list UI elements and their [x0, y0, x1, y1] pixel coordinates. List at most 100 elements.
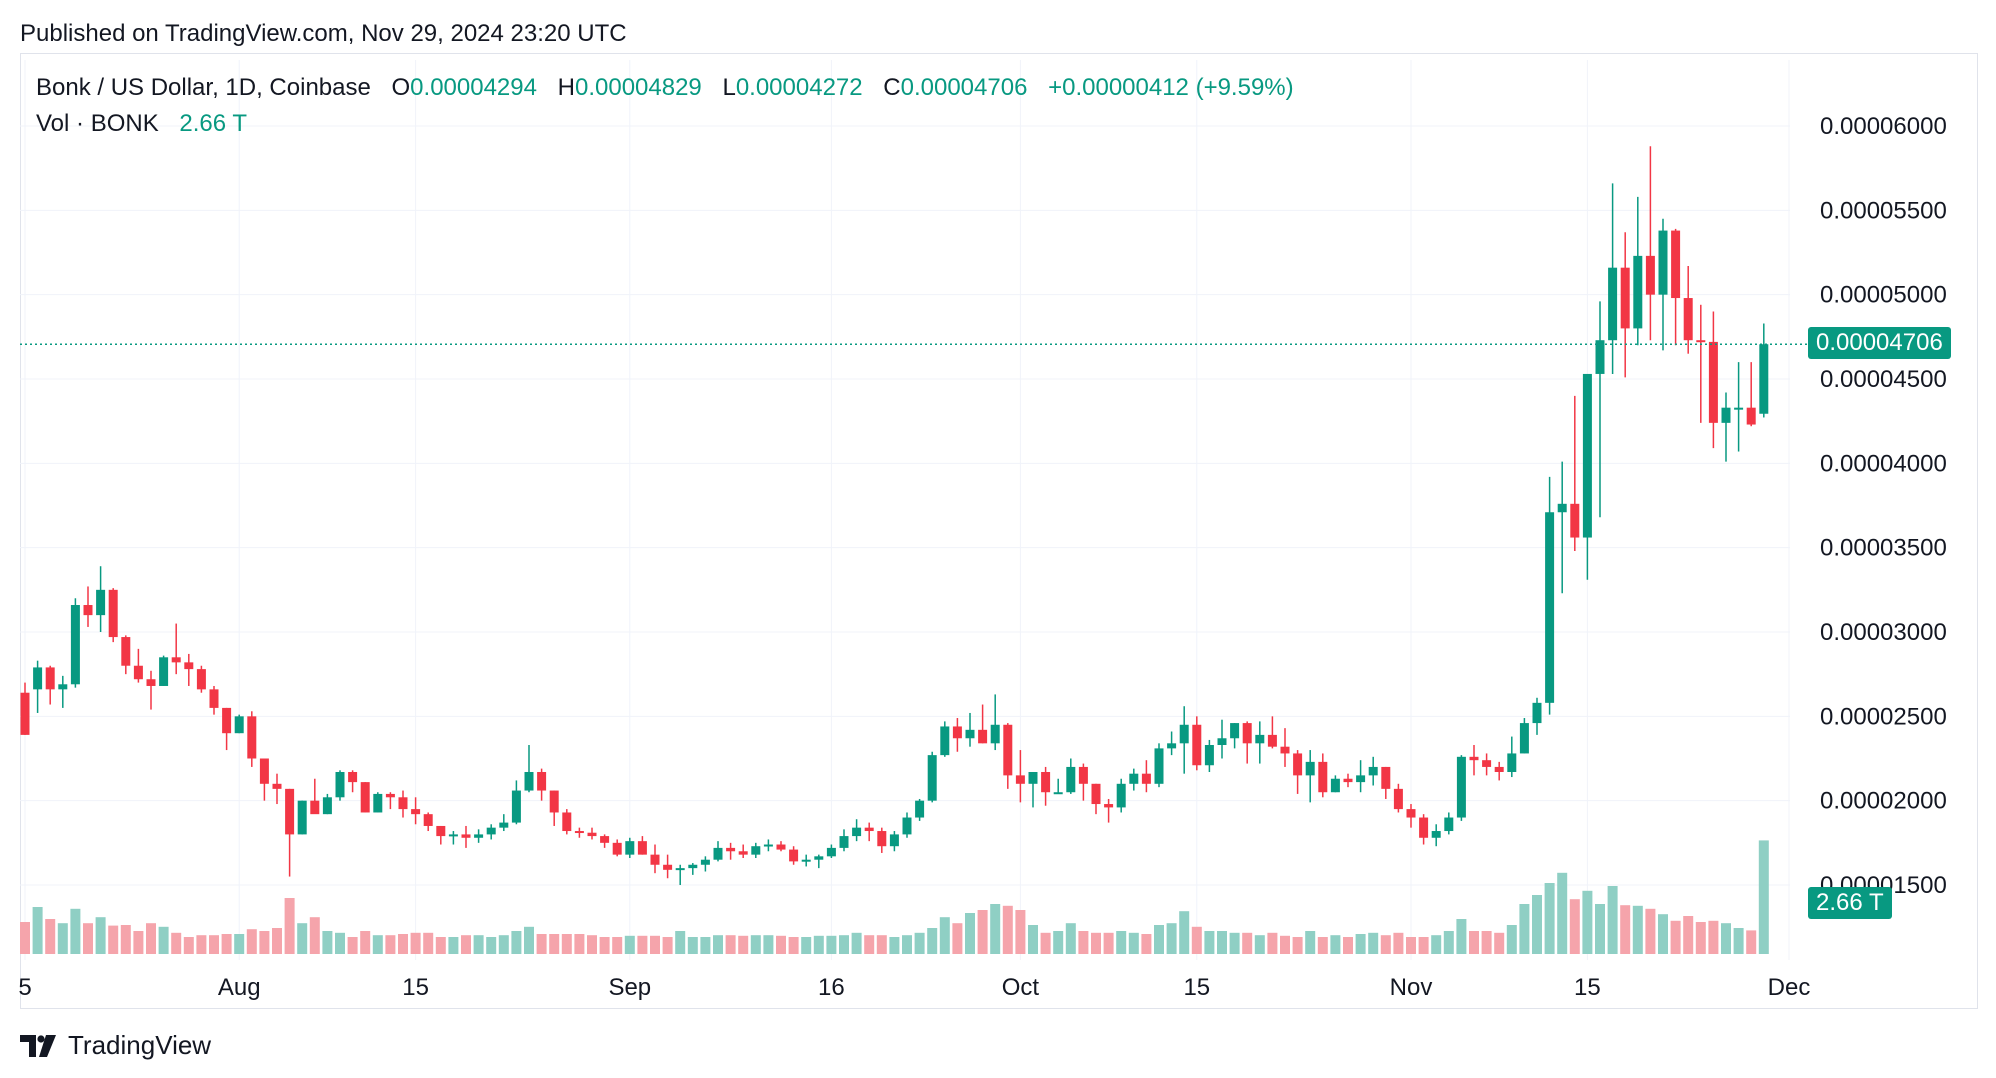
candle-body: [1721, 407, 1731, 423]
volume-bar: [1443, 931, 1454, 954]
candle-body: [1381, 766, 1391, 789]
price-tick-label: 0.00003500: [1820, 535, 1947, 562]
candle-body: [1204, 745, 1214, 766]
volume-bar: [70, 908, 81, 954]
time-tick-label: 15: [402, 974, 429, 1001]
volume-bar: [1103, 932, 1114, 954]
candle-body: [965, 729, 975, 739]
candle-body: [45, 667, 55, 690]
volume-bar: [1166, 923, 1177, 954]
candle-body: [1595, 340, 1605, 374]
volume-bar: [902, 935, 912, 954]
volume-bar: [209, 935, 219, 954]
volume-bar: [1343, 937, 1353, 954]
candle-body: [1759, 344, 1769, 414]
volume-bar: [259, 931, 270, 954]
volume-bar: [1544, 883, 1555, 954]
volume-bar: [612, 937, 623, 954]
volume-bar: [1645, 908, 1656, 954]
candle-body: [259, 758, 269, 784]
chart-frame[interactable]: [20, 53, 1978, 1009]
volume-bar: [1670, 920, 1681, 954]
candle-body: [549, 790, 559, 813]
volume-bar: [1280, 935, 1290, 954]
candle-body: [700, 859, 710, 865]
volume-bar: [914, 932, 925, 954]
candle-body: [1620, 267, 1630, 329]
published-line: Published on TradingView.com, Nov 29, 20…: [20, 20, 627, 47]
candle-body: [96, 589, 106, 616]
candle-body: [70, 605, 80, 685]
volume-bar: [1469, 931, 1479, 954]
volume-bar: [599, 937, 610, 954]
candle-body: [1708, 341, 1718, 423]
volume-bar: [1330, 935, 1341, 954]
volume-bar: [461, 935, 471, 954]
volume-bar: [511, 931, 522, 954]
volume-bar: [309, 917, 320, 954]
candle-body: [612, 842, 622, 855]
volume-bar: [1658, 914, 1668, 954]
candle-body: [1419, 817, 1429, 838]
tradingview-logo-icon[interactable]: [20, 1034, 60, 1057]
volume-bar: [876, 935, 887, 954]
candle-body: [385, 793, 395, 798]
candle-body: [1293, 753, 1303, 776]
volume-bar: [183, 937, 194, 954]
candle-body: [133, 665, 143, 680]
candle-body: [776, 844, 786, 850]
candle-body: [83, 605, 93, 616]
candle-body: [1444, 817, 1454, 832]
candle-body: [1154, 748, 1164, 784]
volume-bar: [1519, 904, 1530, 954]
candle-body: [1494, 766, 1504, 772]
candle-body: [108, 589, 118, 638]
candle-body: [1393, 788, 1403, 810]
candle-body: [297, 800, 307, 835]
candle-body: [1242, 723, 1252, 744]
volume-bar: [1368, 932, 1379, 954]
volume-bar: [1116, 931, 1127, 954]
volume-bar: [171, 932, 182, 954]
volume-bar: [965, 913, 975, 954]
candle-body: [902, 817, 912, 835]
volume-bar: [1015, 910, 1026, 954]
candle-body: [688, 864, 698, 869]
volume-bar: [1569, 899, 1580, 954]
candle-body: [650, 854, 660, 865]
volume-bar: [45, 919, 56, 954]
volume-bar: [687, 937, 698, 954]
volume-bar: [1506, 925, 1517, 954]
volume-bar: [776, 935, 786, 954]
candle-body: [1053, 792, 1063, 795]
candle-body: [1078, 766, 1088, 784]
candle-body: [436, 825, 446, 837]
brand-name[interactable]: TradingView: [68, 1030, 212, 1060]
time-tick-label: 5: [18, 974, 31, 1001]
high-value: 0.00004829: [574, 74, 702, 101]
volume-bar: [1708, 920, 1719, 954]
candle-body: [763, 844, 773, 847]
volume-bar: [83, 923, 93, 954]
volume-label[interactable]: Vol · BONK: [36, 110, 159, 137]
candle-body: [196, 669, 206, 690]
volume-bar: [587, 935, 597, 954]
volume-bar: [473, 935, 484, 954]
last-volume-tag: 2.66 T: [1808, 887, 1892, 919]
candle-body: [801, 859, 811, 862]
symbol-legend: Bonk / US Dollar, 1D, Coinbase O0.000042…: [36, 74, 1294, 102]
candle-body: [1015, 775, 1025, 784]
symbol-title[interactable]: Bonk / US Dollar, 1D, Coinbase: [36, 74, 371, 101]
candle-body: [1746, 407, 1756, 425]
time-tick-label: 15: [1183, 974, 1210, 1001]
candle-body: [1570, 503, 1580, 538]
volume-bar: [1607, 886, 1618, 954]
volume-bar: [1431, 935, 1442, 954]
volume-bar: [1456, 919, 1467, 954]
price-tick-label: 0.00002500: [1820, 703, 1947, 730]
candle-body: [285, 788, 295, 835]
candle-body: [1507, 753, 1517, 772]
volume-bar: [813, 935, 824, 954]
candle-body: [1003, 724, 1013, 776]
